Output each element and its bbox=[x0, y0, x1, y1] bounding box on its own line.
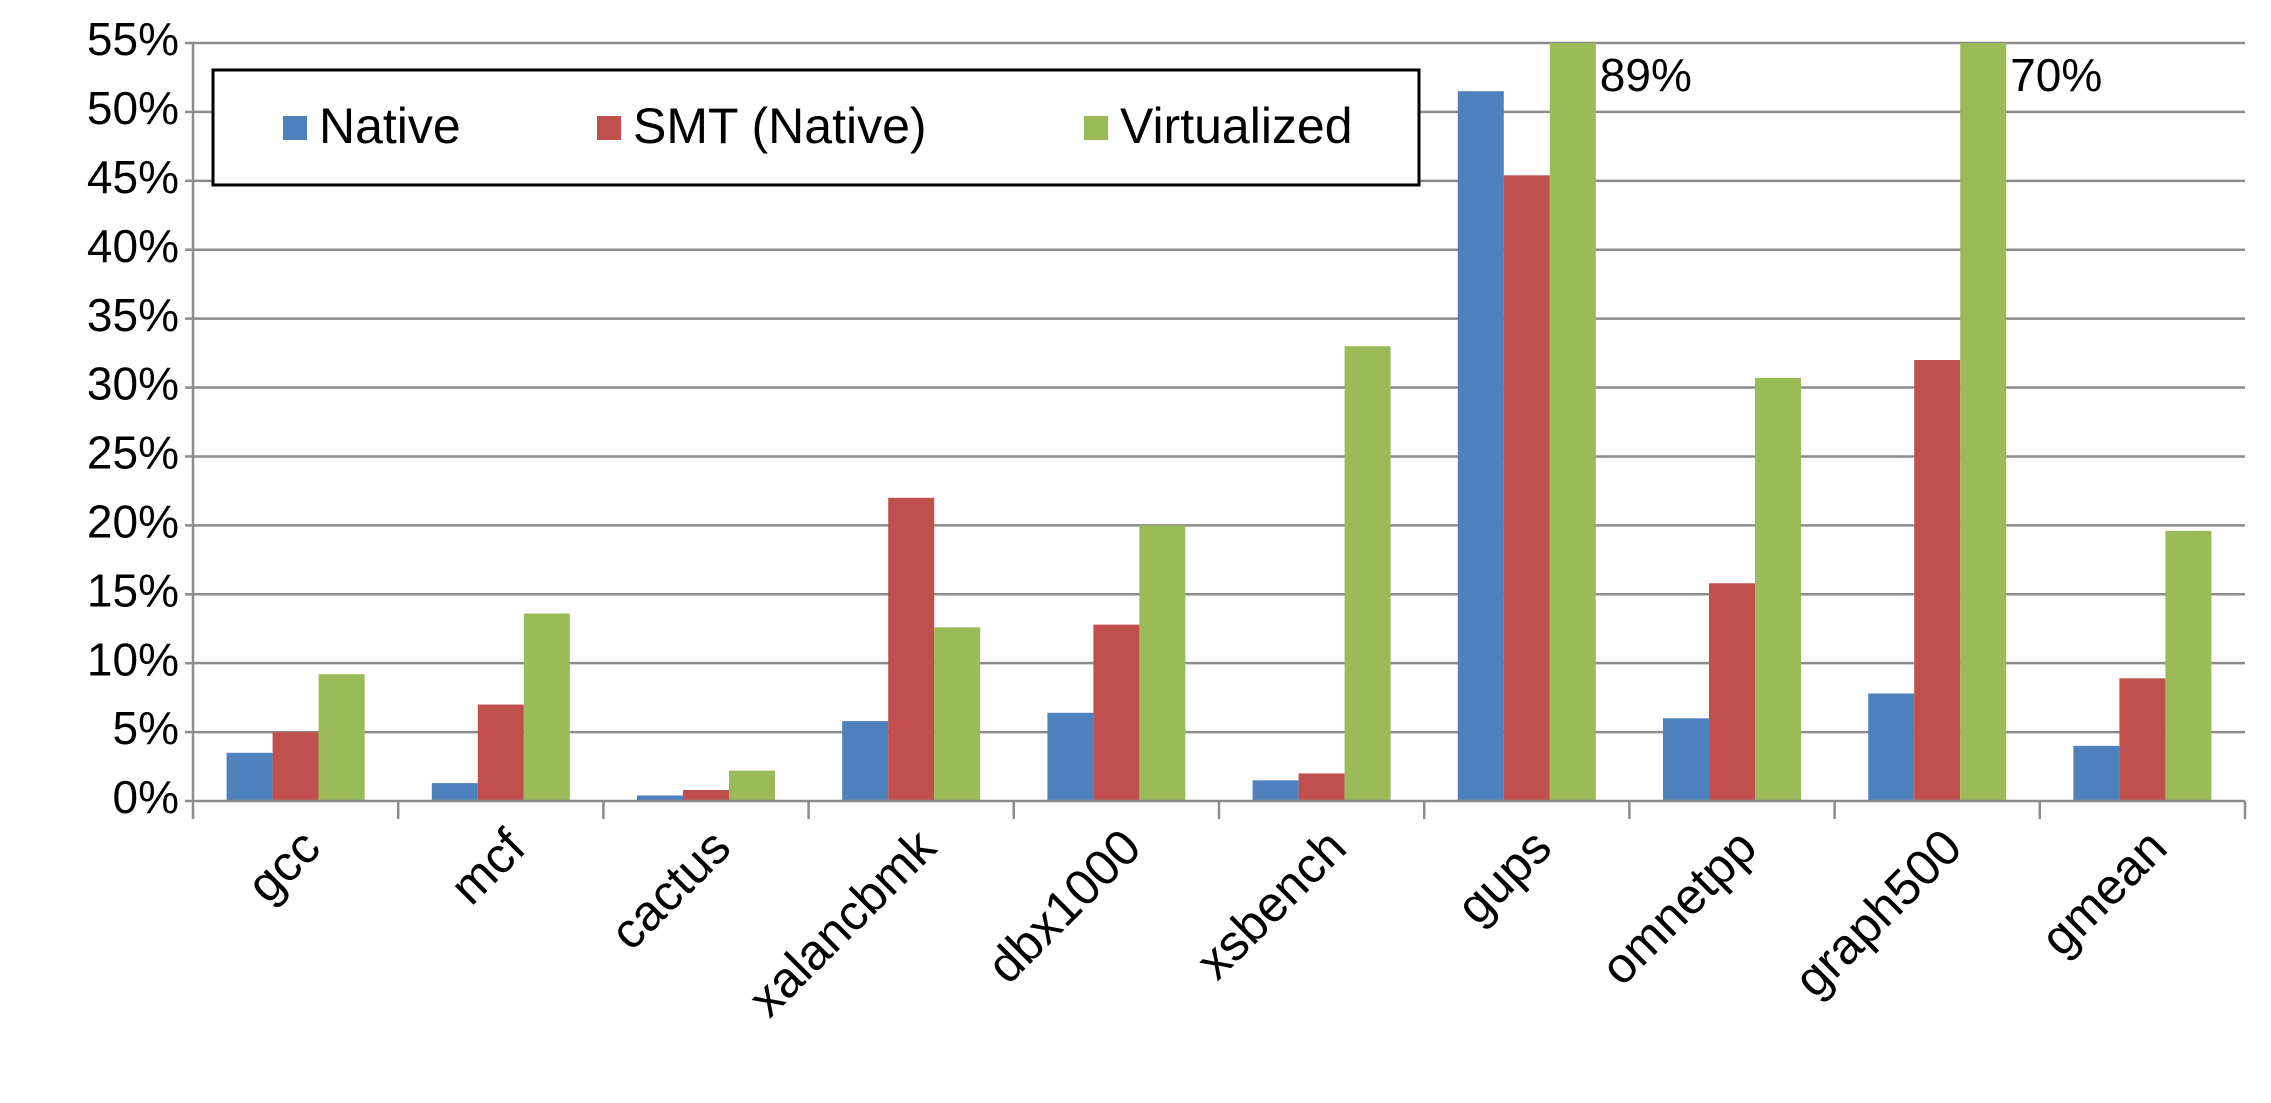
bar bbox=[1139, 525, 1186, 801]
bar bbox=[226, 752, 273, 801]
y-tick-label: 30% bbox=[87, 358, 179, 410]
bar bbox=[523, 613, 570, 801]
y-tick-label: 20% bbox=[87, 496, 179, 548]
bar bbox=[683, 789, 729, 801]
legend-box bbox=[211, 68, 1421, 187]
legend-label: SMT (Native) bbox=[633, 98, 927, 154]
x-tick-label: dbx1000 bbox=[976, 819, 1151, 994]
y-tick-label: 55% bbox=[87, 13, 179, 65]
x-tick-label: mcf bbox=[439, 818, 536, 915]
x-tick-label: xsbench bbox=[1185, 819, 1356, 990]
y-tick-label: 50% bbox=[87, 82, 179, 134]
x-tick-label: xalancbmk bbox=[738, 818, 947, 1027]
x-tick-label: gups bbox=[1446, 819, 1562, 935]
x-tick-label: gcc bbox=[236, 819, 331, 914]
bar bbox=[1047, 712, 1094, 801]
bar bbox=[477, 704, 524, 801]
bar bbox=[272, 732, 319, 801]
bar bbox=[1709, 583, 1755, 801]
y-tick-label: 25% bbox=[87, 427, 179, 479]
bar bbox=[431, 783, 478, 801]
legend-label: Virtualized bbox=[1120, 98, 1353, 154]
y-tick-label: 40% bbox=[87, 220, 179, 272]
bar bbox=[1457, 91, 1504, 801]
bar bbox=[1298, 773, 1345, 801]
bar bbox=[1252, 780, 1299, 801]
bar bbox=[2165, 530, 2212, 801]
y-tick-label: 35% bbox=[87, 289, 179, 341]
bar bbox=[2073, 745, 2120, 801]
bar bbox=[1344, 346, 1391, 801]
y-tick-label: 5% bbox=[113, 702, 179, 754]
x-tick-label: omnetpp bbox=[1590, 819, 1767, 996]
bar bbox=[1868, 693, 1915, 801]
bar bbox=[934, 627, 981, 801]
bar bbox=[1960, 43, 2007, 801]
bar bbox=[1914, 359, 1961, 801]
plot-area bbox=[226, 43, 2212, 801]
bar bbox=[318, 674, 365, 801]
x-tick-label: graph500 bbox=[1783, 819, 1972, 1008]
bar bbox=[637, 795, 683, 801]
x-tick-label: gmean bbox=[2030, 819, 2178, 967]
y-tick-label: 15% bbox=[87, 564, 179, 616]
bar bbox=[1093, 624, 1140, 801]
legend-label: Native bbox=[319, 98, 461, 154]
legend-swatch bbox=[597, 116, 621, 140]
y-tick-label: 10% bbox=[87, 633, 179, 685]
bar bbox=[1663, 718, 1709, 801]
bar bbox=[1755, 377, 1801, 801]
bar bbox=[2119, 678, 2166, 801]
y-tick-label: 0% bbox=[113, 771, 179, 823]
bar bbox=[888, 497, 935, 801]
bar bbox=[729, 770, 775, 801]
bar bbox=[1503, 175, 1550, 801]
legend-swatch bbox=[1084, 116, 1108, 140]
bar bbox=[842, 721, 889, 801]
x-tick-label: cactus bbox=[599, 819, 741, 961]
value-label: 89% bbox=[1600, 49, 1692, 101]
legend-swatch bbox=[283, 116, 307, 140]
value-label: 70% bbox=[2010, 49, 2102, 101]
bar bbox=[1549, 43, 1596, 801]
y-tick-label: 45% bbox=[87, 151, 179, 203]
